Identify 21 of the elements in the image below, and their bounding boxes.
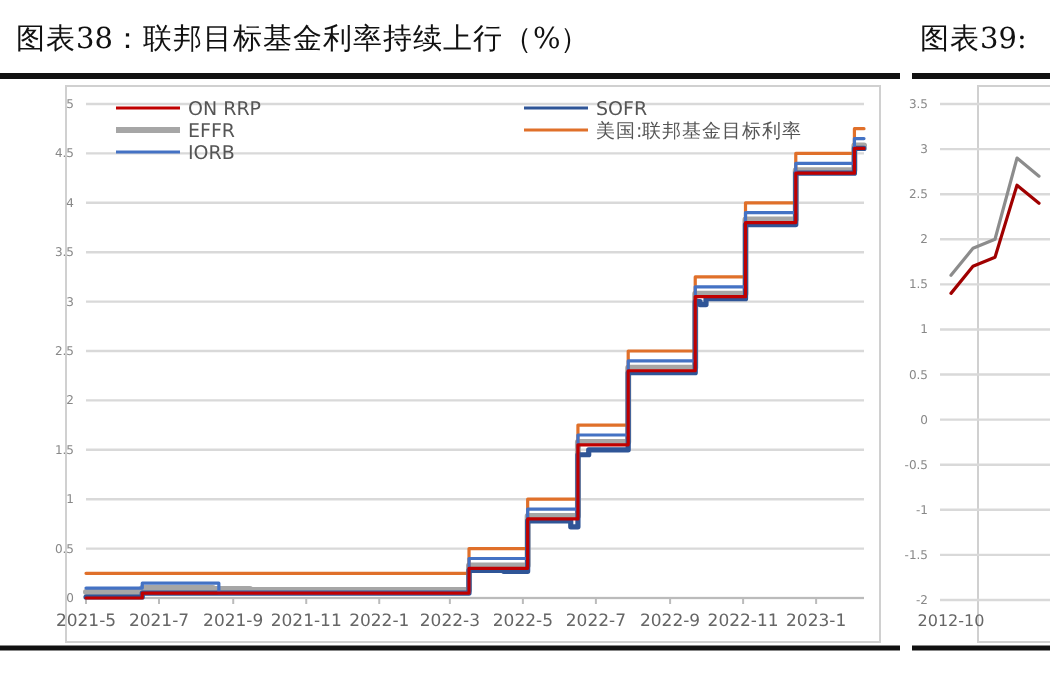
legend-label: EFFR [188, 121, 236, 143]
line-series [949, 156, 1041, 277]
x-tick-label: 2021-7 [128, 612, 190, 632]
x-tick-label: 2021-5 [55, 612, 117, 632]
x-tick-label: 2022-1 [349, 612, 410, 632]
x-tick-label: 2022-3 [419, 612, 480, 632]
x-tick-label: 2022-11 [707, 612, 779, 632]
chart-title: 图表39: [920, 22, 1027, 56]
x-tick-label: 2023-1 [786, 612, 847, 632]
x-tick-label: 2022-7 [565, 612, 626, 632]
legend-label: SOFR [596, 99, 648, 121]
x-tick-label: 2021-11 [270, 612, 342, 632]
chart-title: 图表38：联邦目标基金利率持续上行（%） [16, 22, 591, 56]
legend-label: ON RRP [188, 99, 262, 121]
x-tick-label: 2012-10 [917, 612, 985, 630]
legend-label: IORB [188, 143, 235, 165]
legend-label: 美国:联邦基金目标利率 [596, 119, 803, 143]
line-series [949, 183, 1041, 295]
x-tick-label: 2021-9 [203, 612, 264, 632]
x-tick-label: 2022-5 [492, 612, 553, 632]
x-tick-label: 2022-9 [639, 612, 701, 632]
